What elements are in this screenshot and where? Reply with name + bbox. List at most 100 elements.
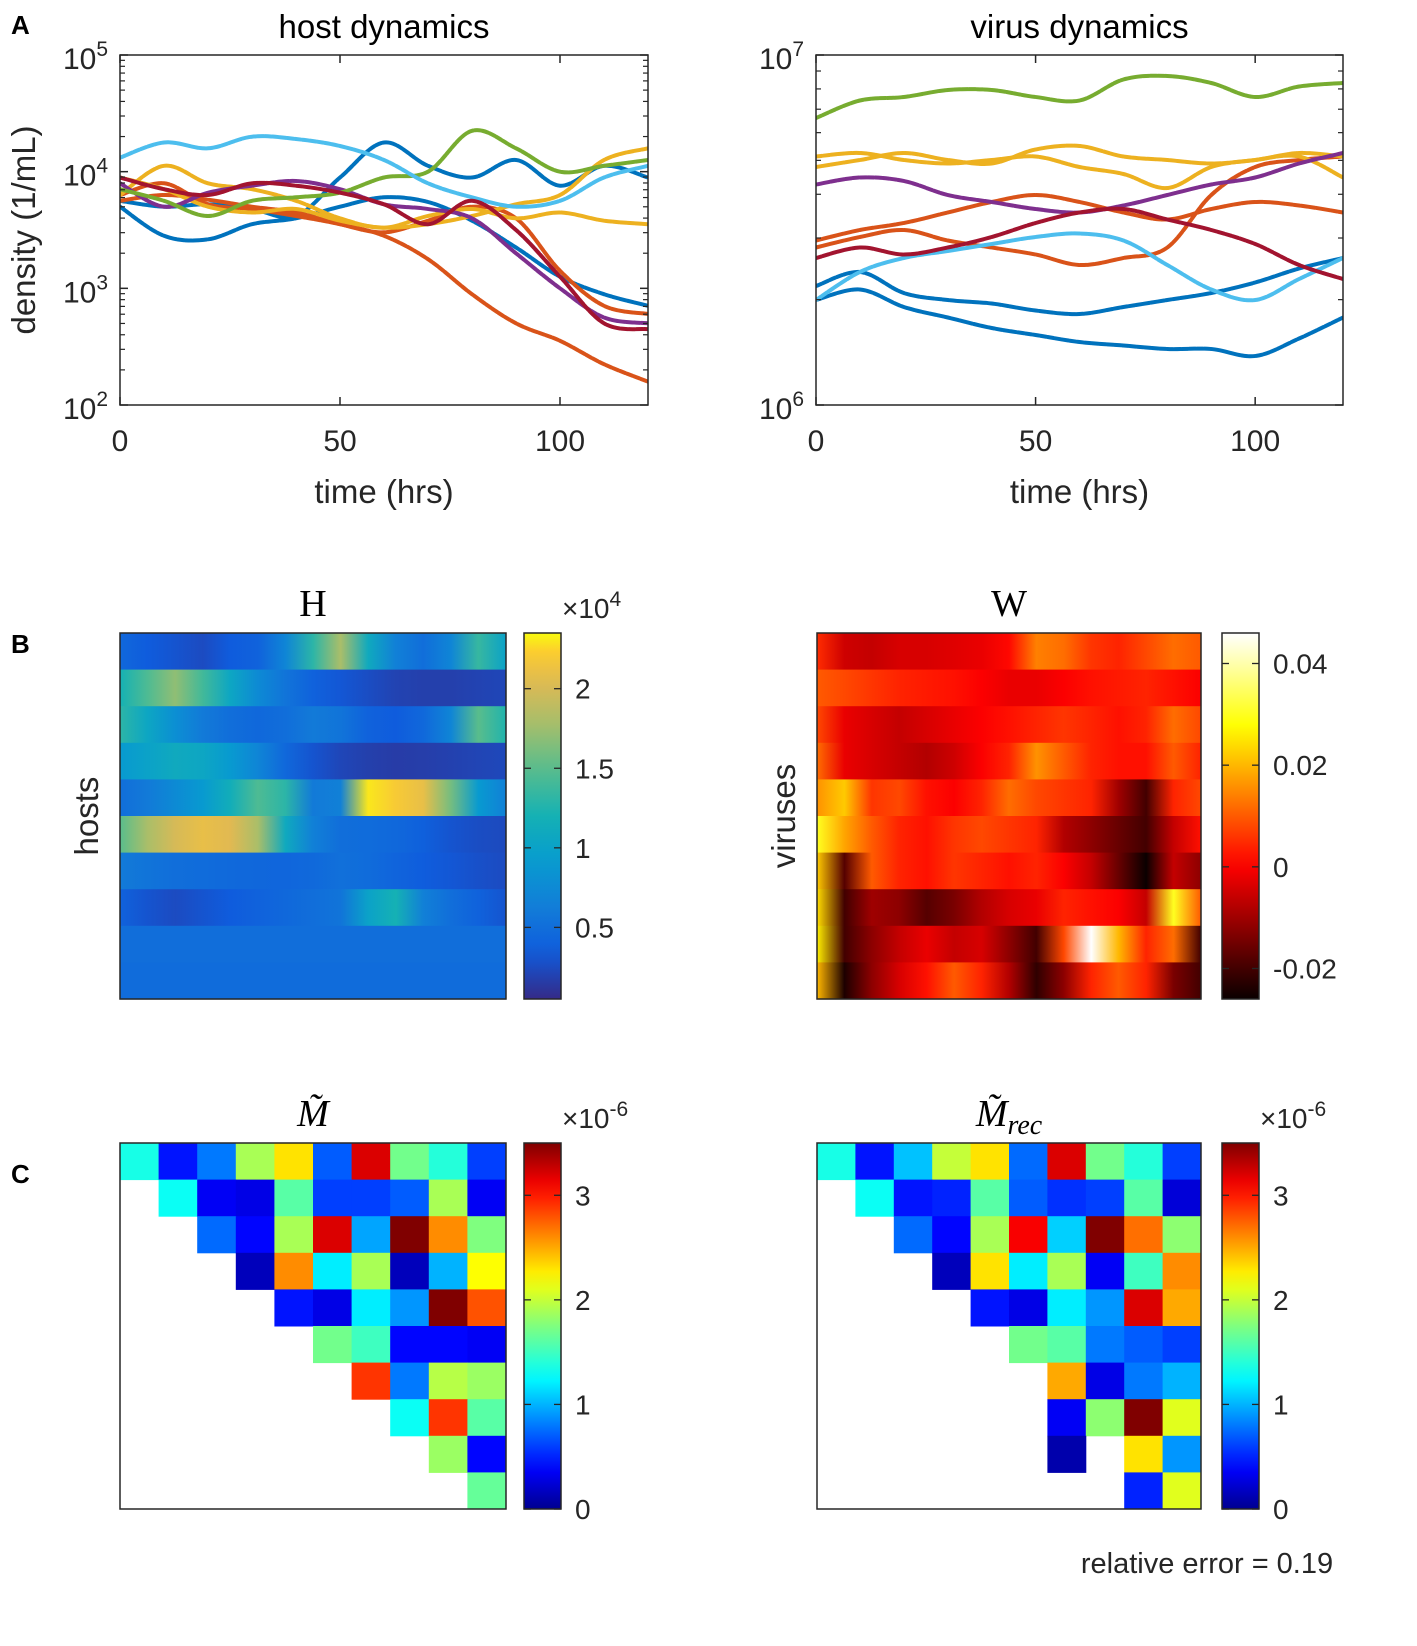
heatmap-cell — [1124, 1435, 1164, 1473]
plot-frame — [815, 54, 1344, 406]
colorbar — [1221, 1142, 1260, 1510]
heatmap-frame — [816, 632, 1202, 1000]
heatmap-row-2 — [817, 669, 1201, 707]
heatmap-cell — [1124, 1472, 1164, 1510]
heatmap-cell — [467, 1179, 507, 1217]
y-tick-label-exp: 5 — [96, 38, 108, 61]
y-tick-label-exp: 6 — [792, 388, 804, 411]
heatmap-cell — [1085, 1179, 1125, 1217]
chart-title: host dynamics — [279, 8, 490, 45]
heatmap-cell — [932, 1143, 972, 1181]
colorbar — [1221, 632, 1260, 1000]
heatmap-cell — [1047, 1179, 1087, 1217]
x-tick-label: 0 — [112, 425, 129, 458]
heatmap-cell — [428, 1143, 468, 1181]
heatmap-cell — [158, 1179, 198, 1217]
heatmap-cell — [970, 1252, 1010, 1290]
colorbar-tick-label: 2 — [575, 1285, 591, 1316]
colorbar-multiplier-base: ×10 — [562, 1103, 610, 1134]
heatmap-cell — [1124, 1289, 1164, 1327]
heatmap-cell — [274, 1143, 314, 1181]
series-line-6 — [120, 146, 648, 230]
relative-error-note: relative error = 0.19 — [1081, 1548, 1333, 1580]
heatmap-cell — [467, 1399, 507, 1437]
heatmap-cell — [390, 1399, 430, 1437]
heatmap-cell — [1047, 1252, 1087, 1290]
heatmap-cell — [1162, 1179, 1202, 1217]
panel-letter-b: B — [11, 629, 30, 659]
y-tick-label: 107 — [759, 38, 804, 76]
heatmap-cell — [1085, 1252, 1125, 1290]
colorbar-multiplier-exp: 4 — [610, 588, 622, 611]
heatmap-cell — [1124, 1326, 1164, 1364]
y-tick-label: 102 — [63, 388, 108, 426]
heatmap-cell — [1009, 1326, 1048, 1364]
x-tick-label: 50 — [323, 425, 356, 458]
heatmap-cell — [1124, 1179, 1164, 1217]
heatmap-cell — [351, 1326, 391, 1364]
heatmap-cell — [1085, 1216, 1125, 1254]
heatmap-cell — [1047, 1143, 1087, 1181]
colorbar-tick-label: 1 — [575, 1389, 591, 1420]
chart-title-main: M̃ — [975, 1093, 1010, 1135]
y-axis-label: viruses — [765, 764, 802, 869]
heatmap-cell — [893, 1143, 933, 1181]
heatmap-row-1 — [817, 633, 1201, 671]
heatmap-row-7 — [120, 852, 506, 890]
chart-title: H — [299, 583, 326, 625]
heatmap-cell — [428, 1179, 468, 1217]
heatmap-cell — [970, 1216, 1010, 1254]
heatmap-cell — [1047, 1362, 1087, 1400]
heatmap-cell — [313, 1252, 353, 1290]
y-tick-label-base: 10 — [759, 393, 792, 426]
heatmap-cell — [467, 1326, 507, 1364]
heatmap-cell — [1085, 1326, 1125, 1364]
colorbar-multiplier: ×10-6 — [1260, 1098, 1326, 1134]
colorbar-multiplier-base: ×10 — [562, 593, 610, 624]
heatmap-cell — [1047, 1326, 1087, 1364]
heatmap-cell — [1085, 1362, 1125, 1400]
heatmap-cell — [428, 1216, 468, 1254]
colorbar-tick-label: 0 — [575, 1494, 591, 1525]
heatmap-cell — [1162, 1143, 1202, 1181]
heatmap-cell — [1124, 1362, 1164, 1400]
series-line-4 — [816, 192, 1343, 243]
heatmap-cell — [428, 1326, 468, 1364]
heatmap-cell — [351, 1179, 391, 1217]
heatmap-cell — [467, 1252, 507, 1290]
heatmap-cell — [1162, 1399, 1202, 1437]
heatmap-cell — [1124, 1143, 1164, 1181]
heatmap-cell — [313, 1143, 353, 1181]
heatmap-cell — [1009, 1179, 1048, 1217]
heatmap-cell — [351, 1252, 391, 1290]
colorbar-tick-label: 0.02 — [1273, 750, 1328, 781]
heatmap-cell — [390, 1216, 430, 1254]
series-line-2 — [816, 287, 1343, 359]
heatmap-cell — [893, 1216, 933, 1254]
heatmap-cell — [970, 1179, 1010, 1217]
heatmap-cell — [1162, 1252, 1202, 1290]
colorbar-multiplier-exp: -6 — [610, 1098, 629, 1121]
heatmap-cell — [197, 1143, 237, 1181]
heatmap-row-6 — [120, 816, 506, 854]
heatmap-cell — [351, 1216, 391, 1254]
heatmap-cell — [855, 1179, 895, 1217]
heatmap-cell — [351, 1143, 391, 1181]
heatmap-cell — [197, 1179, 237, 1217]
x-axis-label: time (hrs) — [314, 473, 453, 510]
heatmap-cell — [313, 1289, 353, 1327]
heatmap-cell — [235, 1252, 275, 1290]
series-line-8 — [816, 73, 1343, 120]
heatmap-row-10 — [817, 962, 1201, 1000]
heatmap-cell — [428, 1252, 468, 1290]
chart-title: virus dynamics — [970, 8, 1188, 45]
heatmap-row-3 — [120, 706, 506, 744]
heatmap-cell — [1162, 1362, 1202, 1400]
colorbar-tick-label: 2 — [575, 674, 591, 705]
x-tick-label: 100 — [1230, 425, 1280, 458]
y-tick-label-exp: 4 — [96, 155, 108, 178]
x-axis-label: time (hrs) — [1010, 473, 1149, 510]
heatmap-row-2 — [120, 669, 506, 707]
series-line-9 — [120, 134, 648, 209]
